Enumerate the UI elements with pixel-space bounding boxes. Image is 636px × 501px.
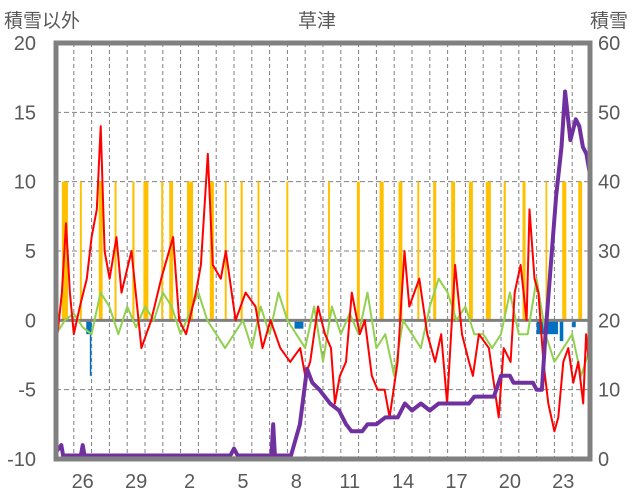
green-line [55, 277, 591, 377]
yellow-bar [257, 181, 260, 321]
yellow-bar [562, 181, 567, 321]
right-tick-label: 0 [598, 449, 609, 471]
yellow-bar [327, 181, 330, 321]
left-tick-label: -10 [7, 449, 36, 471]
right-tick-label: 40 [598, 172, 620, 194]
left-tick-label: 0 [25, 310, 36, 332]
x-tick-label: 2 [184, 471, 195, 493]
yellow-bar [503, 181, 506, 321]
yellow-bar [417, 181, 420, 321]
yellow-bar [240, 181, 243, 321]
x-tick-label: 8 [291, 471, 302, 493]
yellow-bar [545, 181, 548, 321]
yellow-bar [143, 181, 149, 321]
yellow-bar [132, 181, 135, 321]
left-tick-label: 20 [14, 33, 36, 55]
yellow-bar [522, 181, 526, 321]
x-tick-label: 5 [237, 471, 248, 493]
right-tick-label: 50 [598, 102, 620, 124]
blue-bar [559, 320, 564, 342]
chart-title: 草津 [298, 10, 337, 32]
yellow-bar [79, 181, 82, 321]
x-tick-label: 29 [125, 471, 147, 493]
right-tick-label: 60 [598, 33, 620, 55]
blue-bar [294, 320, 304, 329]
x-tick-label: 14 [392, 471, 414, 493]
yellow-bar [169, 181, 174, 321]
yellow-bar [398, 181, 403, 321]
left-axis-title: 積雪以外 [4, 10, 81, 32]
right-axis-title: 積雪 [590, 10, 629, 32]
yellow-bar [98, 181, 103, 321]
red-line [55, 125, 591, 433]
yellow-bar [578, 181, 583, 321]
yellow-bar [356, 181, 360, 321]
yellow-bar [187, 181, 194, 321]
blue-bar [89, 320, 92, 376]
blue-bar [86, 320, 92, 335]
x-tick-label: 20 [499, 471, 521, 493]
blue-bar [572, 320, 576, 328]
yellow-bar [433, 181, 437, 321]
right-tick-label: 20 [598, 310, 620, 332]
yellow-bar [485, 181, 491, 321]
yellow-bar [468, 181, 473, 321]
plot-frame [53, 40, 593, 462]
yellow-bar [161, 181, 164, 321]
x-tick-label: 23 [552, 471, 574, 493]
right-tick-label: 30 [598, 241, 620, 263]
purple-line [54, 89, 592, 458]
yellow-bar [451, 181, 456, 321]
yellow-bar [114, 181, 117, 321]
left-tick-label: -5 [18, 380, 36, 402]
yellow-bar [286, 181, 289, 321]
right-tick-label: 10 [598, 380, 620, 402]
x-tick-label: 11 [339, 471, 360, 493]
x-tick-label: 17 [445, 471, 467, 493]
yellow-bar [379, 181, 384, 321]
left-tick-label: 10 [14, 172, 36, 194]
left-tick-label: 5 [25, 241, 36, 263]
x-tick-label: 26 [72, 471, 94, 493]
left-tick-label: 15 [14, 102, 36, 124]
